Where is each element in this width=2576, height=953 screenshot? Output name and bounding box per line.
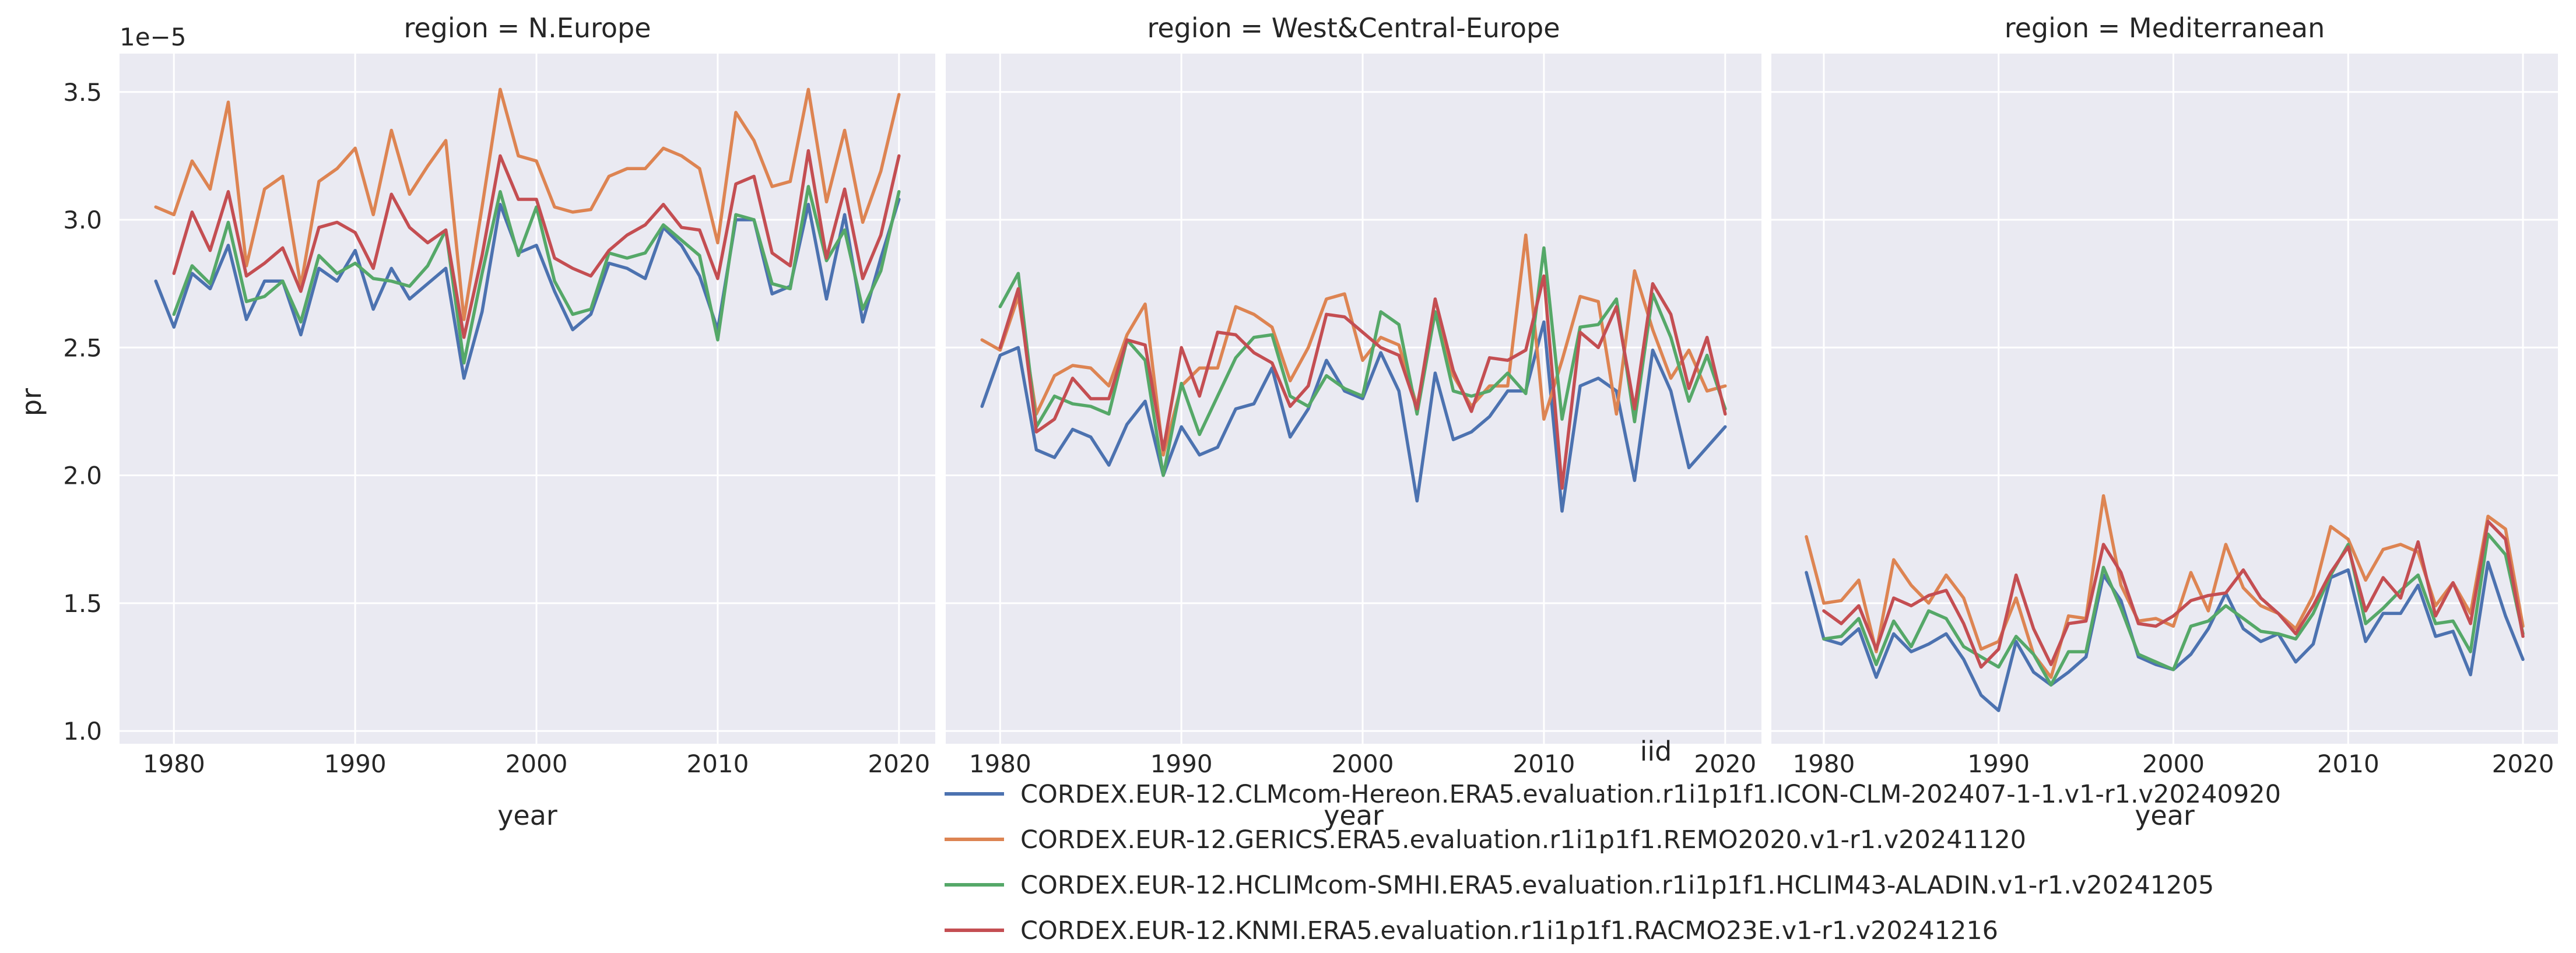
x-tick-label: 1990 — [1967, 750, 2030, 778]
plot-area — [120, 54, 935, 744]
x-tick-label: 2020 — [868, 750, 930, 778]
x-tick-label: 1980 — [969, 750, 1031, 778]
plot-area — [946, 54, 1761, 744]
x-tick-label: 2010 — [1512, 750, 1575, 778]
x-tick-label: 2000 — [2142, 750, 2205, 778]
x-axis-label: year — [1324, 800, 1384, 831]
x-tick-label: 2010 — [2317, 750, 2380, 778]
legend: iid CORDEX.EUR-12.CLMcom-Hereon.ERA5.eval… — [945, 736, 2281, 945]
series-line — [172, 185, 901, 365]
y-tick-label: 3.5 — [63, 78, 102, 107]
x-tick-label: 1980 — [143, 750, 205, 778]
x-tick-label: 2000 — [1332, 750, 1394, 778]
legend-entry: CORDEX.EUR-12.GERICS.ERA5.evaluation.r1i… — [1020, 825, 2026, 854]
y-axis-offset-text: 1e−5 — [120, 23, 186, 51]
x-tick-label: 2020 — [1694, 750, 1756, 778]
x-tick-label: 2020 — [2492, 750, 2554, 778]
y-tick-label: 1.0 — [63, 717, 102, 745]
x-tick-label: 2010 — [686, 750, 749, 778]
y-tick-label: 3.0 — [63, 206, 102, 234]
facet-panel: region = Mediterranean 1980 1990 2000 2010 20… — [1771, 12, 2558, 831]
legend-entry: CORDEX.EUR-12.CLMcom-Hereon.ERA5.evaluat… — [1020, 780, 2281, 809]
x-tick-label: 1990 — [324, 750, 387, 778]
panel-title: region = Mediterranean — [2005, 12, 2325, 44]
series-line — [1822, 532, 2525, 687]
legend-entry: CORDEX.EUR-12.HCLIMcom-SMHI.ERA5.evaluat… — [1020, 871, 2214, 900]
series-line — [998, 274, 1727, 490]
x-tick-label: 1980 — [1792, 750, 1855, 778]
x-tick-label: 2000 — [506, 750, 568, 778]
y-axis-label: pr — [16, 388, 47, 416]
y-tick-label: 2.0 — [63, 462, 102, 490]
facet-panel: region = N.Europe 1980 1990 2000 2010 2020 yea… — [63, 12, 935, 831]
x-axis-label: year — [497, 800, 557, 831]
x-axis-label: year — [2135, 800, 2195, 831]
facet-panels: region = N.Europe 1980 1990 2000 2010 2020 yea… — [63, 12, 2558, 831]
legend-title: iid — [1640, 736, 1672, 767]
y-tick-label: 1.5 — [63, 589, 102, 618]
facet-panel: region = West&Central-Europe 1980 1990 2000… — [946, 12, 1761, 831]
series-line — [154, 87, 901, 321]
series-line — [980, 320, 1727, 513]
panel-title: region = West&Central-Europe — [1147, 12, 1560, 44]
legend-entry: CORDEX.EUR-12.KNMI.ERA5.evaluation.r1i1p… — [1020, 916, 1998, 945]
panel-title: region = N.Europe — [403, 12, 651, 44]
plot-area — [1771, 54, 2558, 744]
y-tick-label: 2.5 — [63, 333, 102, 362]
series-line — [154, 198, 901, 380]
series-line — [1822, 519, 2525, 669]
x-tick-label: 1990 — [1150, 750, 1213, 778]
series-line — [172, 149, 901, 339]
